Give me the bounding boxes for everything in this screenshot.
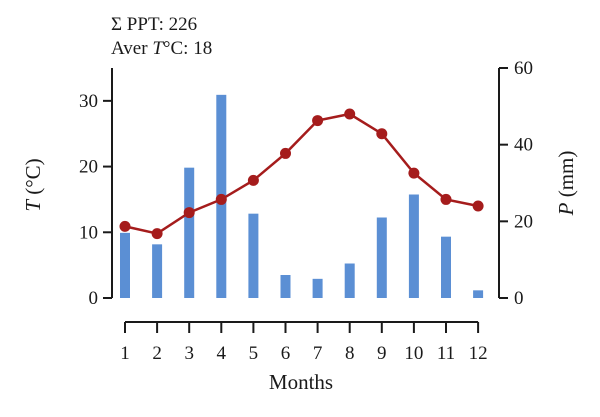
x-axis-tick-label: 6 (281, 343, 291, 364)
labels-layer: T (°C) P (mm) Months (21, 151, 578, 394)
temperature-point (344, 108, 356, 120)
y-axis-right-variable: P (554, 202, 578, 216)
temperature-point (312, 115, 324, 127)
x-axis-tick-label: 10 (404, 343, 423, 364)
x-axis-title: Months (269, 370, 333, 394)
precipitation-bar (152, 244, 163, 298)
x-axis-tick-label: 7 (313, 343, 323, 364)
y-axis-right-tick-label: 0 (514, 288, 524, 309)
ppt-annotation: Σ PPT: 226 (111, 14, 198, 35)
x-axis-tick-label: 12 (469, 343, 488, 364)
x-axis-tick-label: 8 (345, 343, 355, 364)
precipitation-bar (280, 275, 291, 298)
x-axis-tick-label: 9 (377, 343, 387, 364)
temperature-point (472, 200, 484, 212)
y-axis-left-tick-label: 10 (79, 222, 98, 243)
x-axis-tick-label: 11 (437, 343, 455, 364)
x-axis-tick-label: 5 (249, 343, 259, 364)
y-axis-right-tick-label: 40 (514, 135, 533, 156)
precipitation-bar (248, 213, 259, 298)
temperature-point (151, 228, 163, 240)
temperature-point (408, 167, 420, 179)
temperature-point (280, 147, 291, 159)
precipitation-bar (184, 167, 195, 298)
precipitation-bar (408, 194, 419, 298)
temperature-point (215, 193, 227, 205)
precipitation-bar (376, 217, 387, 298)
precipitation-bar (344, 263, 355, 298)
y-axis-right-unit: (mm) (554, 151, 578, 203)
temperature-point (440, 193, 452, 205)
y-axis-left-variable: T (21, 199, 45, 212)
temperature-point (376, 128, 388, 140)
temperature-annotation-prefix: Aver (111, 38, 153, 59)
temperature-line (124, 112, 479, 235)
y-axis-right-tick-label: 20 (514, 211, 533, 232)
temperature-annotation-variable: T (152, 38, 163, 59)
x-axis-tick-label: 4 (217, 343, 227, 364)
x-axis-tick-label: 2 (152, 343, 162, 364)
x-axis-tick-label: 1 (120, 343, 130, 364)
precipitation-bar (120, 232, 130, 298)
line-layer (119, 108, 484, 240)
x-axis-tick-label: 3 (184, 343, 194, 364)
y-axis-left-tick-label: 20 (79, 157, 98, 178)
precipitation-bar (473, 290, 484, 298)
temperature-annotation-suffix: °C: 18 (162, 38, 213, 59)
y-axis-left-title: T (°C) (21, 158, 45, 211)
y-axis-right-title: P (mm) (554, 151, 578, 217)
y-axis-right-tick-label: 60 (514, 58, 533, 79)
y-axis-left-tick-label: 0 (89, 288, 99, 309)
precipitation-bar (312, 278, 323, 298)
precipitation-bar (441, 236, 451, 298)
y-axis-left-unit: (°C) (21, 158, 45, 200)
temperature-point (183, 207, 195, 219)
temperature-point (247, 174, 259, 186)
y-axis-left-tick-label: 30 (79, 91, 98, 112)
temperature-point (119, 220, 131, 232)
temperature-annotation: Aver T°C: 18 (111, 38, 212, 60)
bars-layer (120, 94, 484, 298)
